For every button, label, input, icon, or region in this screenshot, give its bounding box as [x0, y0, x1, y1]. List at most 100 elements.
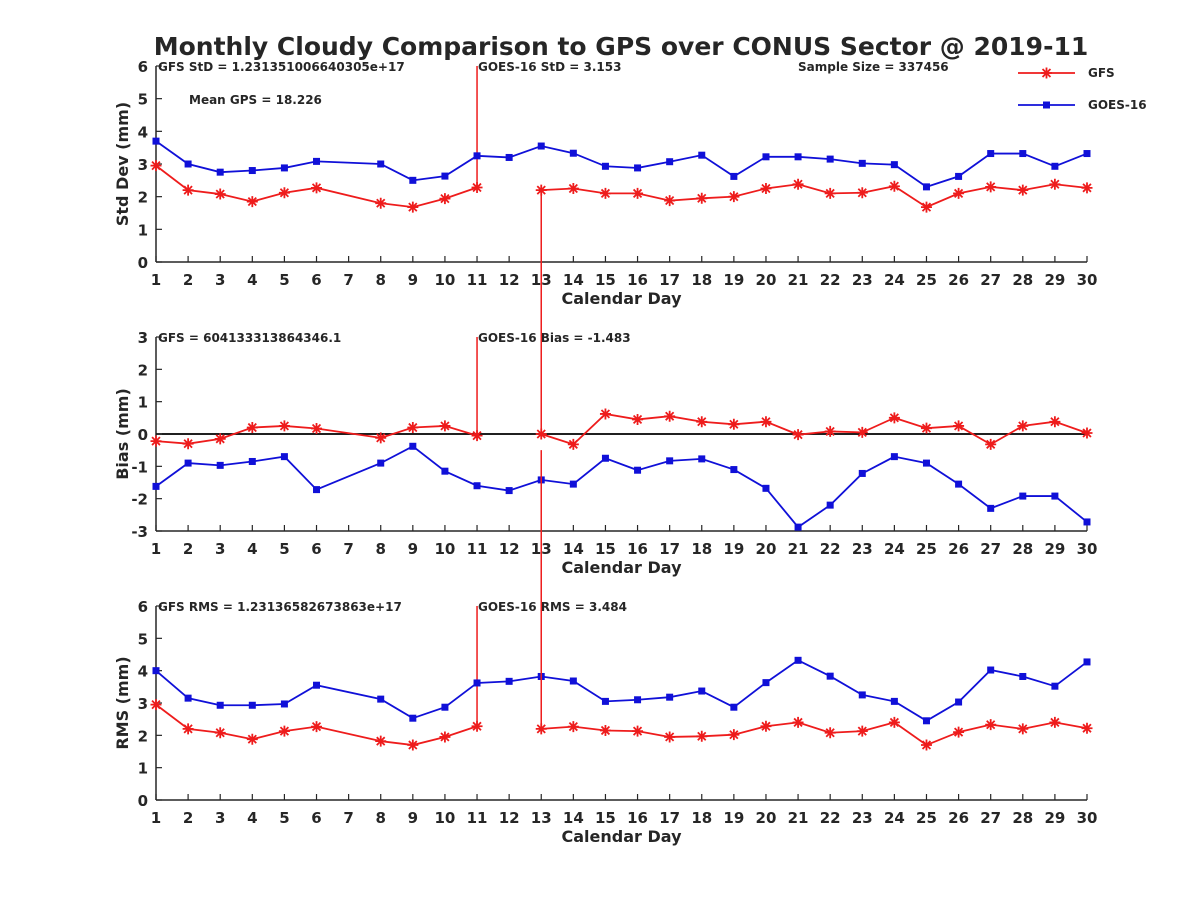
x-tick-label: 19 — [723, 271, 744, 289]
x-tick-label: 14 — [563, 271, 584, 289]
data-point — [920, 739, 932, 751]
data-point — [890, 453, 898, 461]
rms-panel: 1 2 3 4 5 6 7 8 9 10 11 12 13 14 15 16 17 18 19 20 21 22 23 24 2… — [113, 598, 1097, 846]
data-point — [537, 142, 545, 150]
data-point — [184, 694, 192, 702]
data-point — [601, 454, 609, 462]
data-point — [794, 153, 802, 161]
data-point — [698, 687, 706, 695]
y-tick-label: 5 — [138, 91, 148, 109]
data-point — [856, 426, 868, 438]
x-tick-label: 28 — [1012, 540, 1033, 558]
data-point — [1083, 150, 1091, 158]
legend-label: GOES-16 — [1088, 98, 1147, 112]
x-tick-label: 10 — [434, 271, 455, 289]
series-line — [155, 425, 478, 445]
x-tick-label: 1 — [151, 540, 161, 558]
x-tick-label: 30 — [1077, 271, 1098, 289]
x-tick-label: 8 — [376, 540, 386, 558]
x-tick-label: 9 — [408, 809, 418, 827]
x-tick-label: 5 — [279, 540, 289, 558]
x-axis-label: Calendar Day — [562, 289, 683, 308]
x-tick-label: 2 — [183, 540, 193, 558]
data-point — [856, 187, 868, 199]
data-point — [567, 183, 579, 194]
legend-item-gfs: GFS — [1018, 66, 1115, 80]
data-point — [987, 666, 995, 674]
x-tick-label: 20 — [756, 271, 777, 289]
data-point — [377, 160, 385, 168]
series-line — [540, 412, 1088, 446]
x-tick-label: 13 — [531, 809, 552, 827]
data-point — [311, 182, 323, 194]
data-point — [567, 721, 579, 733]
data-point — [280, 164, 288, 172]
data-point — [216, 701, 224, 709]
y-tick-label: 1 — [138, 760, 148, 778]
data-point — [439, 731, 451, 743]
data-point — [152, 482, 160, 490]
x-tick-label: 11 — [467, 540, 488, 558]
y-tick-label: -2 — [131, 491, 148, 509]
x-tick-label: 30 — [1077, 809, 1098, 827]
y-tick-label: 4 — [138, 123, 148, 141]
x-tick-label: 12 — [499, 540, 520, 558]
data-point — [922, 183, 930, 191]
x-tick-label: 20 — [756, 540, 777, 558]
data-point — [377, 695, 385, 703]
data-point — [439, 420, 451, 432]
stat-annotation: GFS RMS = 1.23136582673863e+17 — [158, 600, 402, 614]
x-tick-label: 2 — [183, 271, 193, 289]
x-tick-label: 10 — [434, 809, 455, 827]
data-point — [858, 469, 866, 477]
x-tick-label: 19 — [723, 540, 744, 558]
x-tick-label: 24 — [884, 809, 905, 827]
x-tick-label: 15 — [595, 809, 616, 827]
data-point — [280, 700, 288, 708]
series-gfs — [150, 408, 1093, 450]
data-point — [987, 150, 995, 158]
data-point — [1049, 416, 1061, 428]
x-tick-label: 22 — [820, 540, 841, 558]
data-point — [182, 184, 194, 196]
data-point — [182, 723, 194, 735]
data-point — [728, 418, 740, 430]
legend: GFS GOES-16 — [1018, 66, 1147, 112]
data-point — [441, 172, 449, 180]
x-tick-label: 17 — [659, 540, 680, 558]
x-tick-label: 4 — [247, 540, 257, 558]
data-point — [762, 679, 770, 687]
data-point — [248, 167, 256, 175]
x-tick-label: 9 — [408, 540, 418, 558]
data-point — [858, 159, 866, 167]
x-axis-label: Calendar Day — [562, 827, 683, 846]
data-point — [535, 184, 547, 196]
data-point — [920, 201, 932, 213]
data-point — [184, 459, 192, 467]
data-point — [152, 667, 160, 675]
data-point — [214, 188, 226, 200]
data-point — [184, 160, 192, 168]
x-axis-label: Calendar Day — [562, 558, 683, 577]
data-point — [888, 180, 900, 192]
y-axis-label: Bias (mm) — [113, 388, 132, 480]
data-point — [214, 727, 226, 739]
legend-item-goes-16: GOES-16 — [1018, 98, 1147, 112]
data-point — [696, 730, 708, 742]
data-point — [760, 720, 772, 732]
data-point — [856, 725, 868, 737]
data-point — [471, 430, 483, 442]
data-point — [1019, 492, 1027, 500]
x-tick-label: 11 — [467, 271, 488, 289]
x-tick-label: 12 — [499, 271, 520, 289]
data-point — [313, 486, 321, 494]
data-point — [760, 416, 772, 428]
y-tick-label: 6 — [138, 598, 148, 616]
y-tick-label: 0 — [138, 792, 148, 810]
data-point — [375, 735, 387, 747]
data-point — [987, 504, 995, 512]
data-point — [1083, 658, 1091, 666]
y-tick-label: 3 — [138, 695, 148, 713]
data-point — [666, 693, 674, 701]
